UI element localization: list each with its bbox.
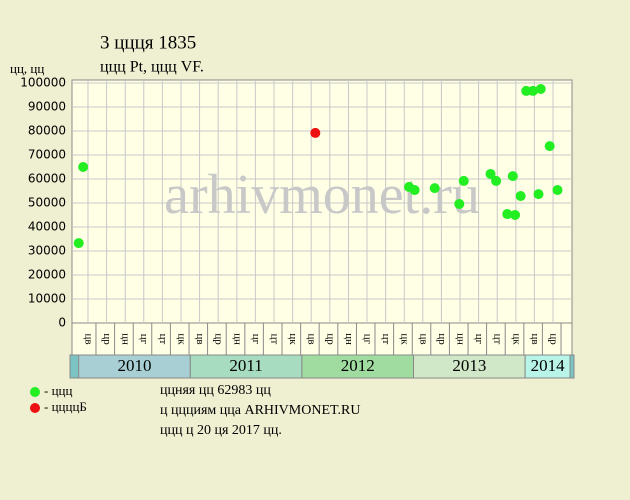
data-point bbox=[533, 189, 544, 200]
note: ццц ц 20 ця 2017 цц. bbox=[160, 423, 282, 438]
x-tick-label: цр bbox=[213, 333, 225, 345]
data-point bbox=[552, 185, 563, 196]
legend-label: - ццццБ bbox=[44, 399, 87, 414]
watermark: arhivmonet.ru bbox=[164, 164, 480, 226]
x-tick-label: цв bbox=[529, 333, 541, 344]
chart-subtitle: ццц Pt, ццц VF. bbox=[100, 59, 204, 76]
x-tick-label: цн bbox=[455, 333, 467, 345]
y-tick-label: 90000 bbox=[28, 100, 66, 114]
note: ццняя цц 62983 цц bbox=[160, 383, 271, 398]
x-tick-label: цн bbox=[120, 333, 132, 345]
chart-title: 3 ццця 1835 bbox=[100, 32, 196, 53]
y-tick-label: 100000 bbox=[20, 76, 66, 90]
data-point bbox=[527, 85, 538, 96]
x-tick-label: цк bbox=[287, 333, 299, 345]
x-tick-label: цр bbox=[436, 333, 448, 345]
data-point bbox=[491, 175, 502, 186]
y-tick-label: 70000 bbox=[28, 148, 66, 162]
data-point bbox=[485, 168, 496, 179]
year-label: 2014 bbox=[531, 356, 566, 375]
year-band bbox=[524, 354, 571, 379]
x-tick-label: цв bbox=[194, 333, 206, 344]
y-tick-label: 80000 bbox=[28, 124, 66, 138]
x-tick-label: цн bbox=[343, 333, 355, 345]
data-point bbox=[73, 238, 84, 249]
y-tick-label: 60000 bbox=[28, 172, 66, 186]
y-axis-label: цц, цц bbox=[10, 61, 44, 76]
data-point bbox=[544, 141, 555, 152]
x-tick-label: цв bbox=[417, 333, 429, 344]
x-tick-label: цк bbox=[399, 333, 411, 345]
year-label: 2011 bbox=[229, 356, 262, 375]
x-tick-label: цг bbox=[473, 334, 485, 345]
x-tick-label: цг bbox=[138, 334, 150, 345]
x-tick-label: цр bbox=[547, 333, 559, 345]
data-point bbox=[507, 171, 518, 182]
x-tick-label: цв bbox=[82, 333, 94, 344]
x-tick-label: цк bbox=[510, 333, 522, 345]
y-tick-label: 0 bbox=[58, 316, 66, 330]
x-tick-label: цр bbox=[101, 333, 113, 345]
data-point bbox=[510, 210, 521, 220]
y-tick-label: 20000 bbox=[28, 268, 66, 282]
y-tick-label: 40000 bbox=[28, 220, 66, 234]
y-tick-label: 30000 bbox=[28, 244, 66, 258]
x-tick-label: цв bbox=[306, 333, 318, 344]
year-label: 2010 bbox=[118, 356, 152, 375]
legend-label: - ццц bbox=[44, 383, 72, 398]
data-point bbox=[458, 175, 469, 186]
x-tick-label: цн bbox=[231, 333, 243, 345]
legend-marker bbox=[30, 387, 40, 397]
data-point bbox=[515, 191, 526, 202]
x-tick-label: цр bbox=[324, 333, 336, 345]
x-tick-label: цг bbox=[361, 334, 373, 345]
x-tick-label: цк bbox=[176, 333, 188, 345]
year-label: 2012 bbox=[341, 356, 375, 375]
x-tick-label: цг bbox=[250, 334, 262, 345]
note: ц ццциям цца ARHIVMONET.RU bbox=[160, 403, 360, 418]
data-point bbox=[78, 162, 89, 172]
month-strip bbox=[71, 322, 573, 356]
x-tick-label: цт bbox=[380, 334, 392, 345]
x-tick-label: цт bbox=[157, 334, 169, 345]
y-tick-label: 50000 bbox=[28, 196, 66, 210]
data-point bbox=[310, 127, 321, 138]
x-tick-label: цт bbox=[492, 334, 504, 345]
y-tick-label: 10000 bbox=[28, 292, 66, 306]
data-point bbox=[429, 183, 440, 194]
data-point bbox=[535, 84, 546, 94]
data-point bbox=[502, 209, 513, 220]
data-point bbox=[454, 198, 465, 209]
legend-marker bbox=[30, 403, 40, 413]
plot-area bbox=[71, 79, 573, 324]
x-tick-label: цт bbox=[268, 334, 280, 345]
data-point bbox=[409, 185, 420, 196]
year-label: 2013 bbox=[452, 356, 486, 375]
